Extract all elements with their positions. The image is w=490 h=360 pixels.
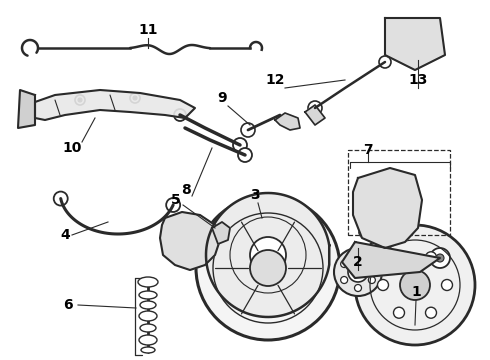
Text: 8: 8 xyxy=(181,183,191,197)
Circle shape xyxy=(166,220,210,264)
Circle shape xyxy=(348,262,368,282)
Circle shape xyxy=(370,193,374,197)
Text: 4: 4 xyxy=(60,228,70,242)
Circle shape xyxy=(425,307,437,318)
Text: 2: 2 xyxy=(353,255,363,269)
Circle shape xyxy=(354,284,362,292)
Circle shape xyxy=(393,307,405,318)
Circle shape xyxy=(133,96,137,100)
Circle shape xyxy=(354,252,362,260)
Text: 5: 5 xyxy=(171,193,181,207)
Circle shape xyxy=(406,228,410,232)
Circle shape xyxy=(238,148,252,162)
Circle shape xyxy=(178,232,198,252)
Polygon shape xyxy=(353,168,422,248)
Circle shape xyxy=(366,189,378,201)
Polygon shape xyxy=(385,18,445,70)
Circle shape xyxy=(355,225,475,345)
Text: 1: 1 xyxy=(411,285,421,299)
Polygon shape xyxy=(342,242,440,278)
Circle shape xyxy=(425,252,437,263)
Circle shape xyxy=(430,248,450,268)
Polygon shape xyxy=(206,193,329,317)
Circle shape xyxy=(359,226,371,238)
Polygon shape xyxy=(305,105,325,125)
Text: 13: 13 xyxy=(408,73,428,87)
Ellipse shape xyxy=(139,311,157,321)
Ellipse shape xyxy=(138,277,158,287)
Bar xyxy=(348,150,450,235)
Circle shape xyxy=(54,192,68,206)
Circle shape xyxy=(196,196,340,340)
Circle shape xyxy=(377,279,389,291)
Circle shape xyxy=(78,98,82,102)
Text: 10: 10 xyxy=(62,141,82,155)
Ellipse shape xyxy=(141,347,155,353)
Circle shape xyxy=(130,93,140,103)
Circle shape xyxy=(400,270,430,300)
Text: 12: 12 xyxy=(265,73,285,87)
Text: 3: 3 xyxy=(250,188,260,202)
Circle shape xyxy=(75,95,85,105)
Ellipse shape xyxy=(139,291,157,299)
Circle shape xyxy=(166,198,180,212)
Polygon shape xyxy=(160,212,220,270)
Polygon shape xyxy=(275,113,300,130)
Circle shape xyxy=(393,252,405,263)
Ellipse shape xyxy=(140,324,156,332)
Circle shape xyxy=(436,254,444,262)
Ellipse shape xyxy=(139,335,157,345)
Polygon shape xyxy=(18,90,35,128)
Circle shape xyxy=(334,248,382,296)
Circle shape xyxy=(400,191,404,195)
Ellipse shape xyxy=(140,301,156,309)
Circle shape xyxy=(396,187,408,199)
Circle shape xyxy=(368,276,375,284)
Text: 7: 7 xyxy=(363,143,373,157)
Text: 9: 9 xyxy=(217,91,227,105)
Circle shape xyxy=(341,261,347,267)
Circle shape xyxy=(250,250,286,286)
Text: 11: 11 xyxy=(138,23,158,37)
Circle shape xyxy=(341,276,347,284)
Circle shape xyxy=(402,224,414,236)
Polygon shape xyxy=(212,222,230,244)
Circle shape xyxy=(241,123,255,137)
Circle shape xyxy=(250,237,286,273)
Polygon shape xyxy=(35,90,195,120)
Circle shape xyxy=(363,230,367,234)
Circle shape xyxy=(308,101,322,115)
Text: 6: 6 xyxy=(63,298,73,312)
Circle shape xyxy=(233,138,247,152)
Circle shape xyxy=(441,279,452,291)
Circle shape xyxy=(368,261,375,267)
Circle shape xyxy=(174,109,186,121)
Circle shape xyxy=(420,33,430,43)
Circle shape xyxy=(397,30,407,40)
Circle shape xyxy=(379,56,391,68)
